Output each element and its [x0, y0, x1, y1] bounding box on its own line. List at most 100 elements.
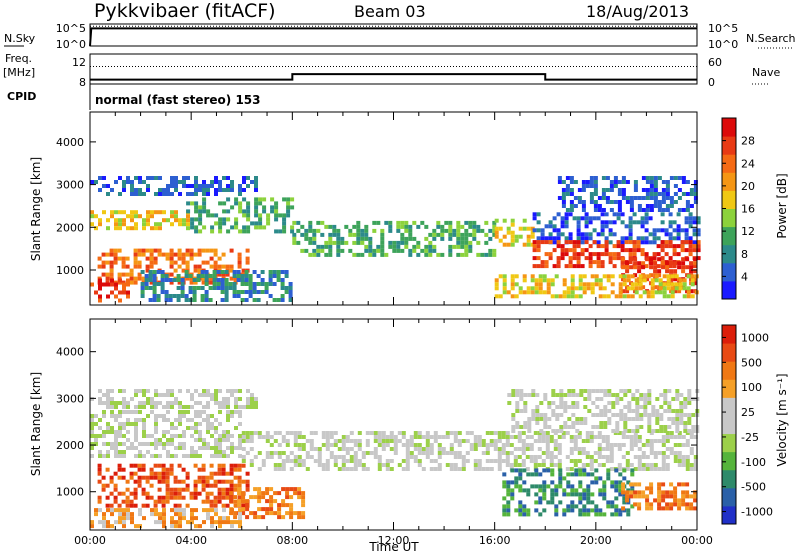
velocity-colorbar-segment-7	[722, 379, 736, 398]
noise-series-0	[89, 27, 697, 47]
nave-tick-bottom: 0	[708, 76, 715, 89]
velocity-colorbar-tick-2: 100	[741, 381, 762, 394]
x-tick-label-5: 20:00	[580, 534, 612, 547]
noise-left-label: N.Sky	[4, 32, 36, 45]
velocity-colorbar-segment-10	[722, 325, 736, 344]
velocity-band-7	[507, 389, 700, 433]
power-ytick-label-3: 4000	[56, 136, 84, 149]
power-colorbar-segment-3	[722, 226, 736, 246]
velocity-colorbar-segment-9	[722, 343, 736, 362]
velocity-colorbar-segment-2	[722, 469, 736, 489]
noise-panel: N.Sky 10^5 10^0 10^5 10^0 N.Search	[4, 22, 796, 51]
power-colorbar-tick-0: 4	[741, 270, 748, 283]
velocity-ytick-label-0: 1000	[56, 486, 84, 499]
freq-label-line1: Freq.	[5, 52, 32, 65]
cpid-label: CPID	[7, 90, 36, 103]
velocity-colorbar-tick-6: -500	[741, 481, 766, 494]
velocity-colorbar-segment-4	[722, 433, 736, 453]
x-tick-label-1: 04:00	[175, 534, 207, 547]
x-tick-label-0: 00:00	[74, 534, 106, 547]
velocity-colorbar-tick-7: -1000	[741, 506, 773, 519]
power-colorbar-segment-9	[722, 118, 736, 137]
power-colorbar-tick-1: 8	[741, 248, 748, 261]
velocity-colorbar-segment-1	[722, 487, 736, 507]
power-band-6	[90, 278, 130, 303]
power-colorbar-segment-8	[722, 136, 736, 155]
noise-right-tick-bottom: 10^0	[708, 38, 738, 51]
noise-left-tick-top: 10^5	[56, 22, 86, 35]
velocity-colorbar-segment-6	[722, 397, 736, 416]
power-panel: 1000 2000 3000 4000 Slant Range [km] 4 8 12 16…	[29, 111, 789, 306]
x-axis-label: Time UT	[368, 540, 419, 554]
power-band-11	[90, 176, 258, 196]
velocity-colorbar-segment-8	[722, 361, 736, 380]
velocity-colorbar-label: Velocity [m s⁻¹]	[775, 373, 789, 466]
velocity-colorbar-segment-3	[722, 451, 736, 471]
power-band-12	[557, 176, 698, 212]
freq-label-line2: [MHz]	[3, 66, 35, 79]
power-colorbar-tick-5: 24	[741, 157, 755, 170]
nave-tick-top: 60	[708, 56, 722, 69]
power-ytick-label-0: 1000	[56, 264, 84, 277]
power-band-10	[494, 274, 699, 299]
freq-series	[90, 73, 697, 81]
nave-label: Nave	[752, 66, 780, 79]
velocity-colorbar-tick-5: -100	[741, 456, 766, 469]
power-colorbar-segment-6	[722, 172, 736, 191]
velocity-band-0	[90, 410, 242, 458]
station-title: Pykkvibaer (fitACF)	[94, 0, 276, 22]
cpid-panel: CPID normal (fast stereo) 153	[7, 84, 261, 110]
power-ytick-label-2: 3000	[56, 179, 84, 192]
velocity-ytick-label-3: 4000	[56, 346, 84, 359]
frequency-panel: Freq. [MHz] 12 8 60 0 Nave	[3, 52, 780, 89]
velocity-ytick-label-2: 3000	[56, 392, 84, 405]
power-colorbar-tick-6: 28	[741, 135, 755, 148]
power-band-1	[186, 197, 295, 234]
power-colorbar-label: Power [dB]	[775, 173, 789, 238]
power-band-7	[140, 270, 293, 302]
power-colorbar-segment-2	[722, 244, 736, 264]
power-colorbar-tick-2: 12	[741, 225, 755, 238]
cpid-text: normal (fast stereo) 153	[95, 93, 261, 107]
power-colorbar-segment-1	[722, 262, 736, 282]
power-band-2	[292, 220, 497, 257]
power-colorbar-segment-5	[722, 190, 736, 209]
velocity-band-2	[97, 463, 250, 508]
noise-right-label: N.Search	[746, 32, 796, 45]
velocity-colorbar-tick-1: 500	[741, 356, 762, 369]
velocity-band-4	[90, 508, 242, 529]
power-colorbar-tick-3: 16	[741, 203, 755, 216]
freq-tick-bottom: 8	[79, 76, 86, 89]
power-colorbar-tick-4: 20	[741, 180, 755, 193]
power-colorbar-segment-7	[722, 154, 736, 173]
velocity-colorbar-tick-3: 25	[741, 406, 755, 419]
noise-left-tick-bottom: 10^0	[56, 38, 86, 51]
velocity-band-3	[229, 487, 306, 520]
velocity-band-1	[241, 431, 698, 471]
velocity-band-8	[90, 389, 258, 409]
power-band-4	[532, 212, 701, 245]
velocity-ytick-label-1: 2000	[56, 439, 84, 452]
velocity-colorbar-tick-4: -25	[741, 431, 759, 444]
velocity-band-6	[621, 482, 698, 511]
date-title: 18/Aug/2013	[586, 2, 689, 21]
velocity-colorbar-segment-0	[722, 505, 736, 525]
power-band-3	[494, 218, 535, 247]
x-tick-label-4: 16:00	[479, 534, 511, 547]
power-ylabel: Slant Range [km]	[29, 157, 43, 261]
x-tick-label-3: 12:00	[378, 534, 410, 547]
noise-right-tick-top: 10^5	[708, 22, 738, 35]
velocity-ylabel: Slant Range [km]	[29, 372, 43, 476]
x-tick-label-2: 08:00	[276, 534, 308, 547]
freq-tick-top: 12	[72, 56, 86, 69]
power-colorbar-segment-0	[722, 280, 736, 300]
velocity-colorbar-tick-0: 1000	[741, 331, 769, 344]
power-band-0	[90, 210, 190, 231]
x-tick-label-6: 00:00	[681, 534, 713, 547]
velocity-panel: 1000 2000 3000 4000 00:00 04:00 08:00 12:00 16:…	[29, 318, 789, 554]
velocity-colorbar-segment-5	[722, 415, 736, 435]
velocity-band-5	[502, 468, 635, 517]
power-colorbar-segment-4	[722, 208, 736, 228]
beam-title: Beam 03	[354, 2, 426, 21]
